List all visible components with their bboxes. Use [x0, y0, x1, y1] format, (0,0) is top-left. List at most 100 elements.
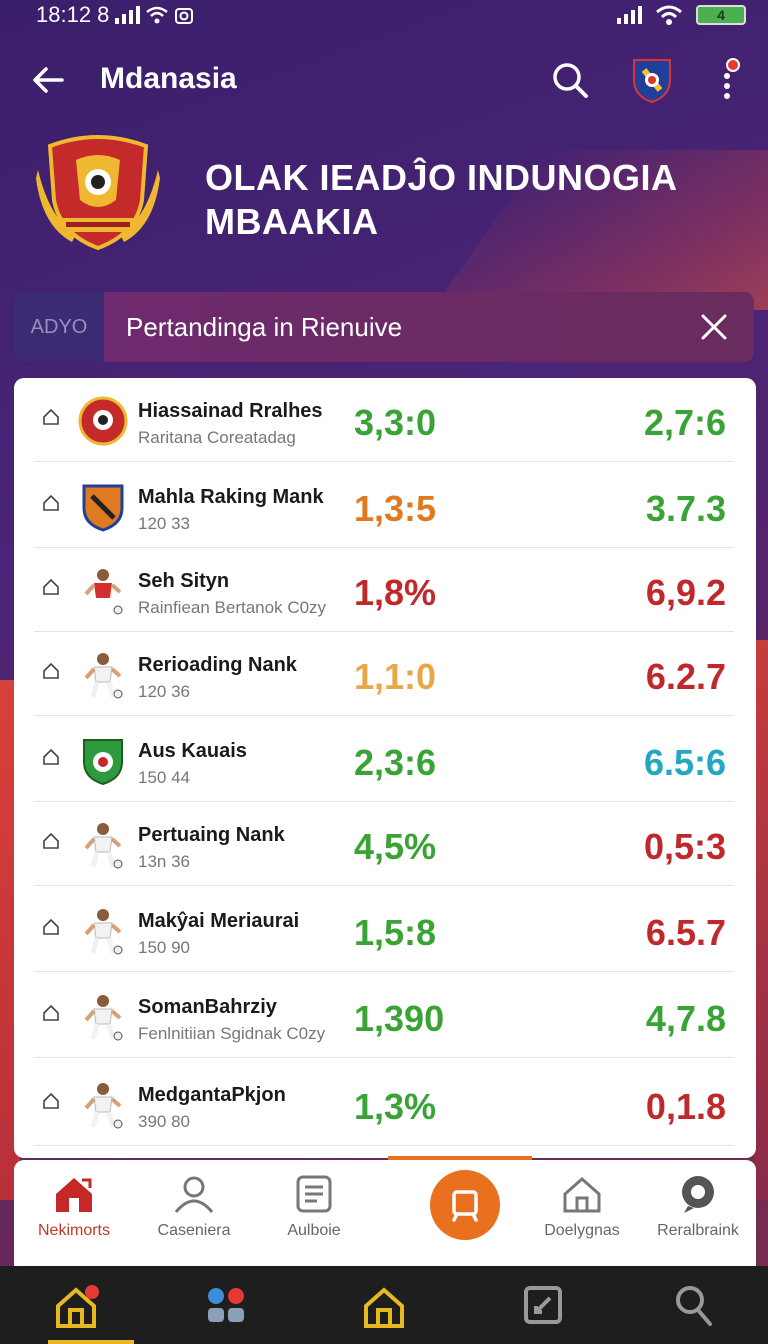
tab-label: Nekimorts — [37, 1222, 110, 1239]
home-outline-icon[interactable] — [42, 494, 60, 512]
row-subtitle: Raritana Coreatadag — [138, 428, 296, 447]
row-value-secondary: 2,7:6 — [643, 402, 726, 443]
home-outline-icon[interactable] — [42, 1004, 60, 1022]
row-value-primary: 4,5% — [354, 826, 437, 867]
list-item[interactable]: Hiassainad Rralhes Raritana Coreatadag 3,3… — [34, 378, 734, 462]
home-outline-icon[interactable] — [42, 578, 60, 596]
row-value-primary: 2,3:6 — [354, 742, 437, 783]
tab-aulboie[interactable]: Aulboie — [254, 1174, 374, 1260]
row-subtitle: 13n 36 — [138, 852, 190, 871]
row-name: MedgantaPkjon — [138, 1084, 286, 1106]
battery-icon: 4 — [696, 5, 746, 25]
row-value-primary: 1,3:5 — [354, 488, 437, 529]
signal-icon — [115, 6, 141, 24]
board-icon — [452, 1190, 478, 1222]
tab-label: Aulboie — [287, 1222, 341, 1239]
close-icon — [701, 314, 727, 340]
row-subtitle: 120 36 — [138, 682, 190, 701]
notification-dot — [726, 58, 740, 72]
back-arrow-icon[interactable] — [30, 62, 66, 98]
list-item[interactable]: SomanBahrziy Fenlnitiian Sgidnak C0zy 1,39… — [34, 974, 734, 1058]
row-value-primary: 1,390 — [354, 998, 445, 1039]
row-value-secondary: 0,5:3 — [643, 826, 726, 867]
more-options-button[interactable] — [712, 58, 742, 104]
tab-caseniera[interactable]: Caseniera — [134, 1174, 254, 1260]
row-subtitle: Rainfiean Bertanok C0zy — [138, 598, 327, 617]
nav-edit[interactable] — [518, 1282, 574, 1330]
background-accent-right — [754, 640, 768, 1200]
house-outline-icon — [563, 1176, 601, 1213]
row-value-primary: 1,8% — [354, 572, 437, 613]
player-icon — [84, 1083, 123, 1129]
tab-nekimorts[interactable]: Nekimorts — [14, 1174, 134, 1260]
tab-label: Reralbraink — [657, 1222, 739, 1239]
home-outline-icon[interactable] — [42, 918, 60, 936]
user-icon — [174, 1176, 214, 1213]
nav-home[interactable] — [52, 1282, 108, 1330]
hero-title: OLAK IEADĴO INDUNOGIA MBAAKIA — [205, 157, 677, 242]
nav-search[interactable] — [668, 1282, 724, 1330]
list-item[interactable]: Seh Sityn Rainfiean Bertanok C0zy 1,8% 6,9.… — [34, 548, 734, 632]
more-vertical-icon — [724, 73, 730, 99]
nav-active-indicator — [48, 1340, 134, 1344]
status-bar: 18:12 8 4 — [0, 0, 768, 30]
home-outline-icon[interactable] — [42, 832, 60, 850]
home-outline-icon[interactable] — [42, 1092, 60, 1110]
bottom-navigation — [0, 1266, 768, 1344]
row-name: Rerioading Nank — [138, 654, 297, 676]
row-name: Hiassainad Rralhes — [138, 400, 323, 422]
row-subtitle: 120 33 — [138, 514, 190, 533]
row-value-secondary: 4,7.8 — [645, 998, 726, 1039]
banner-tag: ADYO — [14, 292, 104, 362]
list-item[interactable]: Mahla Raking Mank 120 33 1,3:5 3.7.3 — [34, 464, 734, 548]
tab-doelygnas[interactable]: Doelygnas — [522, 1174, 642, 1260]
shield-icon — [82, 484, 124, 532]
row-value-secondary: 0,1.8 — [645, 1086, 726, 1127]
player-icon — [84, 909, 123, 955]
chat-icon — [682, 1176, 714, 1213]
tab-bar: Nekimorts Caseniera Aulboie Doelygnas Re… — [14, 1156, 758, 1266]
team-badge-icon[interactable] — [630, 56, 674, 104]
tab-reralbraink[interactable]: Reralbraink — [638, 1174, 758, 1260]
home-outline-icon[interactable] — [42, 748, 60, 766]
list-item[interactable]: Rerioading Nank 120 36 1,1:0 6.2.7 — [34, 632, 734, 716]
nav-house[interactable] — [358, 1282, 414, 1330]
ranking-list: Hiassainad Rralhes Raritana Coreatadag 3,3… — [14, 378, 756, 1158]
player-icon — [84, 653, 123, 699]
home-icon — [56, 1285, 99, 1328]
row-value-primary: 3,3:0 — [354, 402, 437, 443]
signal-icon — [617, 6, 642, 24]
list-item[interactable]: Makŷai Meriaurai 150 90 1,5:8 6.5.7 — [34, 888, 734, 972]
player-icon — [84, 569, 123, 615]
row-value-primary: 1,1:0 — [354, 656, 437, 697]
home-outline-icon[interactable] — [42, 408, 60, 426]
list-item[interactable]: Pertuaing Nank 13n 36 4,5% 0,5:3 — [34, 802, 734, 886]
home-outline-icon[interactable] — [42, 662, 60, 680]
apps-icon — [208, 1288, 244, 1322]
green-shield-icon — [83, 739, 123, 786]
status-time: 18:12 8 — [36, 2, 110, 27]
federation-crest-icon — [36, 135, 160, 251]
match-banner[interactable]: ADYO Pertandinga in Rienuive — [14, 292, 754, 362]
search-icon[interactable] — [550, 60, 590, 100]
row-subtitle: 150 90 — [138, 938, 190, 957]
fab-indicator — [388, 1156, 532, 1160]
list-item[interactable]: Aus Kauais 150 44 2,3:6 6.5:6 — [34, 718, 734, 802]
row-value-secondary: 6.5:6 — [643, 742, 726, 783]
banner-close-button[interactable] — [674, 292, 754, 362]
app-title: Mdanasia — [100, 62, 237, 95]
nav-apps[interactable] — [200, 1282, 256, 1330]
row-value-secondary: 6,9.2 — [645, 572, 726, 613]
list-item[interactable]: MedgantaPkjon 390 80 1,3% 0,1.8 — [34, 1062, 734, 1146]
row-value-primary: 1,3% — [354, 1086, 437, 1127]
wifi-icon — [146, 6, 169, 24]
banner-text: Pertandinga in Rienuive — [104, 292, 674, 362]
player-icon — [84, 995, 123, 1041]
document-icon — [296, 1175, 332, 1213]
center-action-button[interactable] — [430, 1170, 500, 1240]
row-value-secondary: 6.5.7 — [645, 912, 726, 953]
row-name: Seh Sityn — [138, 570, 230, 592]
row-value-secondary: 6.2.7 — [645, 656, 726, 697]
edit-icon — [524, 1286, 562, 1324]
tab-label: Doelygnas — [544, 1222, 620, 1239]
